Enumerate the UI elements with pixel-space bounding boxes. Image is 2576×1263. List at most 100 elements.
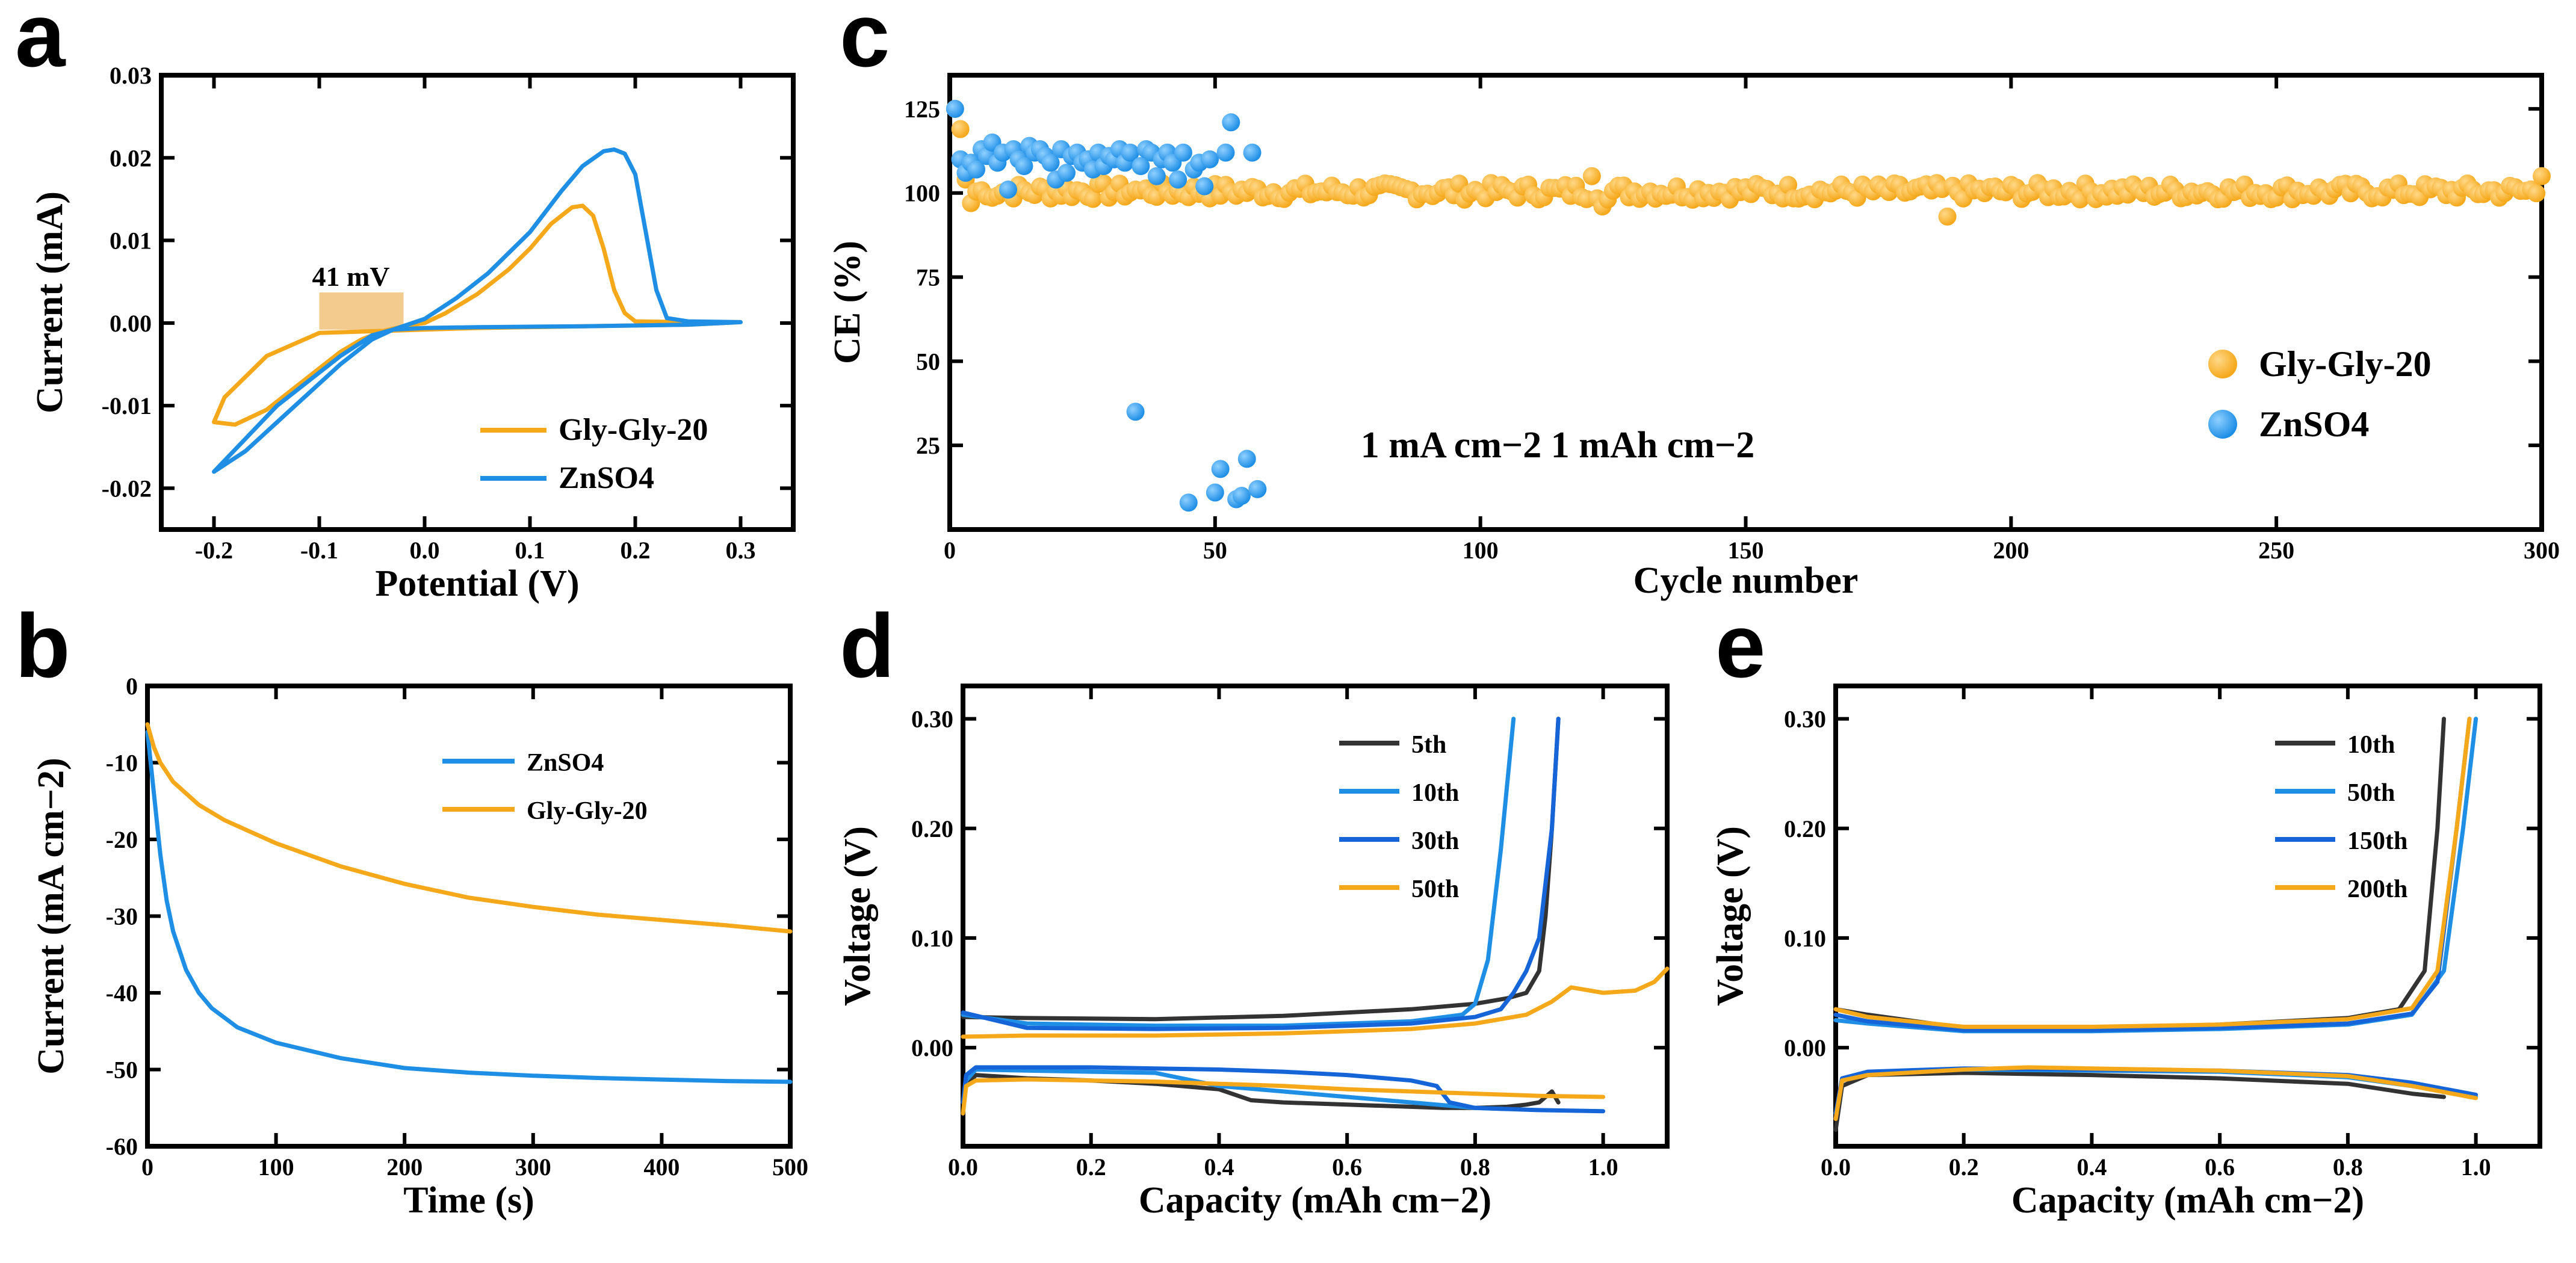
point-znso4 — [1147, 167, 1166, 185]
point-znso4 — [1041, 153, 1060, 172]
legend-label: 50th — [2347, 779, 2395, 807]
y-axis-label: Current (mA) — [29, 191, 70, 413]
x-tick-label: 0.0 — [1821, 1153, 1851, 1181]
x-tick-label: 100 — [1463, 537, 1499, 564]
y-tick-label: -0.02 — [102, 475, 152, 502]
y-axis-label: CE (%) — [827, 241, 868, 364]
point-znso4 — [999, 181, 1017, 199]
point-znso4 — [1222, 113, 1240, 132]
legend-label: Gly-Gly-20 — [559, 413, 708, 447]
y-axis-label: Voltage (V) — [1710, 826, 1751, 1006]
y-tick-label: 0.00 — [911, 1034, 953, 1061]
point-gly-gly-20 — [1938, 207, 1957, 226]
x-tick-label: 500 — [772, 1153, 808, 1181]
x-tick-label: 0.0 — [948, 1153, 978, 1181]
point-gly-gly-20 — [951, 120, 970, 138]
x-axis-label: Capacity (mAh cm−2) — [1139, 1180, 1491, 1221]
y-tick-label: 0.20 — [911, 815, 953, 842]
point-gly-gly-20 — [2527, 184, 2546, 203]
panel-d: 0.0 0.2 0.4 0.6 0.8 1.0 0.00 0.10 0.20 0.30 Capaci… — [837, 684, 1670, 1221]
panel-letter-a: a — [15, 0, 66, 85]
y-tick-label: 0 — [126, 673, 138, 700]
y-tick-label: -40 — [106, 980, 138, 1007]
legend-label: 30th — [1411, 827, 1459, 855]
y-tick-label: 0.30 — [911, 706, 953, 733]
y-tick-label: -10 — [106, 750, 138, 777]
point-znso4 — [1121, 143, 1139, 162]
annotation-41mv: 41 mV — [312, 261, 389, 292]
current-density-annotation: 1 mA cm−2 1 mAh cm−2 — [1361, 425, 1754, 466]
y-tick-label: 100 — [904, 180, 940, 207]
legend-label: 150th — [2347, 827, 2407, 855]
point-znso4 — [1179, 493, 1198, 512]
point-gly-gly-20 — [1582, 167, 1601, 185]
y-tick-label: 0.03 — [110, 62, 152, 89]
x-axis-label: Potential (V) — [375, 563, 579, 604]
point-znso4 — [1216, 143, 1235, 162]
x-tick-label: 1.0 — [2461, 1153, 2491, 1181]
y-tick-label: -30 — [106, 903, 138, 930]
plot-frame — [1833, 684, 2542, 1149]
x-tick-label: 0.4 — [1204, 1153, 1234, 1181]
panel-e: 0.0 0.2 0.4 0.6 0.8 1.0 0.00 0.10 0.20 0.30 Capaci… — [1710, 684, 2542, 1221]
legend-label: 10th — [1411, 779, 1459, 807]
panel-letter-c: c — [840, 0, 890, 85]
x-tick-label: 200 — [386, 1153, 423, 1181]
legend-label: ZnSO4 — [2259, 404, 2369, 444]
y-tick-label: 50 — [916, 348, 940, 375]
x-axis-label: Capacity (mAh cm−2) — [2011, 1180, 2364, 1221]
x-axis-label: Cycle number — [1633, 560, 1859, 601]
x-tick-label: 0.3 — [726, 537, 756, 564]
series-charge-50th — [961, 966, 1670, 1039]
y-tick-label: 0.30 — [1784, 706, 1826, 733]
y-tick-label: 0.10 — [1784, 925, 1826, 952]
series-line-gly-gly-20 — [145, 722, 793, 934]
x-tick-label: 0 — [141, 1153, 153, 1181]
point-znso4 — [1195, 177, 1214, 196]
point-znso4 — [1237, 449, 1256, 468]
legend-label: Gly-Gly-20 — [527, 797, 648, 825]
series-charge-10th — [1833, 717, 2446, 1030]
series-charge-5th — [961, 717, 1561, 1022]
x-tick-label: 0.6 — [1332, 1153, 1362, 1181]
x-tick-label: 50 — [1203, 537, 1227, 564]
point-znso4 — [967, 160, 986, 179]
x-tick-label: -0.2 — [195, 537, 233, 564]
x-tick-label: 0.2 — [1076, 1153, 1106, 1181]
series-charge-150th — [1833, 717, 2472, 1033]
y-axis-label: Current (mA cm−2) — [31, 758, 72, 1075]
point-znso4 — [1201, 150, 1219, 168]
y-tick-label: 0.00 — [1784, 1034, 1826, 1061]
x-tick-label: 200 — [1993, 537, 2029, 564]
point-znso4 — [1243, 143, 1262, 162]
series-discharge-10th — [1833, 1070, 2446, 1132]
y-tick-label: -20 — [106, 826, 138, 853]
point-znso4 — [1211, 460, 1230, 478]
series-charge-30th — [961, 717, 1561, 1031]
x-tick-label: 400 — [643, 1153, 680, 1181]
x-tick-label: 0.8 — [1460, 1153, 1490, 1181]
y-tick-label: -0.01 — [102, 392, 152, 419]
point-gly-gly-20 — [1084, 190, 1103, 208]
y-tick-label: 0.00 — [110, 310, 152, 337]
x-tick-label: 1.0 — [1588, 1153, 1618, 1181]
y-tick-label: -50 — [106, 1057, 138, 1084]
y-tick-label: 75 — [916, 264, 940, 291]
point-znso4 — [1232, 487, 1251, 505]
panel-c: 0 50 100 150 200 250 300 25 50 75 100 125 Cycle numb… — [827, 73, 2560, 601]
legend-label: Gly-Gly-20 — [2259, 344, 2432, 384]
y-tick-label: 0.02 — [110, 144, 152, 171]
legend-swatch — [2208, 410, 2237, 439]
point-gly-gly-20 — [2533, 167, 2551, 185]
legend-swatch — [2208, 350, 2237, 378]
point-znso4 — [1206, 483, 1224, 502]
y-tick-label: 25 — [916, 432, 940, 459]
panel-letter-e: e — [1715, 595, 1765, 696]
x-tick-label: 0 — [944, 537, 956, 564]
x-tick-label: 0.6 — [2205, 1153, 2235, 1181]
series-discharge-10th — [961, 1067, 1509, 1111]
overpotential-band — [319, 292, 404, 330]
y-axis-label: Voltage (V) — [837, 826, 878, 1006]
panel-letter-d: d — [840, 595, 895, 696]
